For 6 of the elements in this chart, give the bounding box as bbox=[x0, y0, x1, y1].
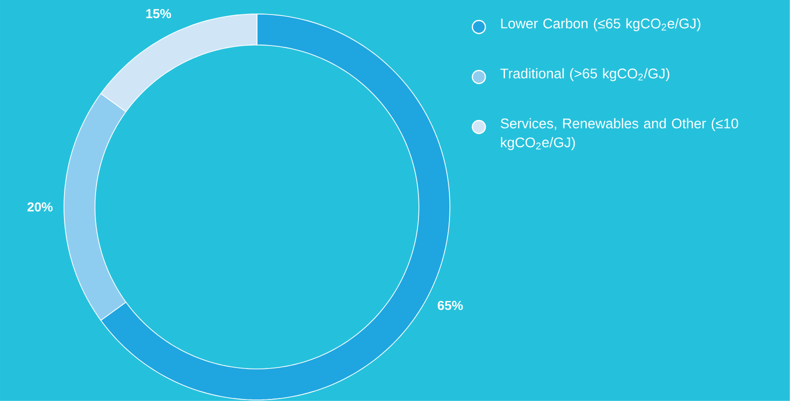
legend-label: Traditional (>65 kgCO$_{2}$/GJ) bbox=[500, 68, 670, 82]
data-label: 20% bbox=[27, 202, 53, 212]
legend-label: Services, Renewables and Other (≤10 kgCO$_{2}$e/GJ) bbox=[500, 118, 738, 150]
legend-label: Lower Carbon (≤65 kgCO$_{2}$e/GJ) bbox=[501, 18, 700, 32]
data-label: 15% bbox=[146, 9, 172, 18]
data-label: 65% bbox=[438, 300, 463, 310]
